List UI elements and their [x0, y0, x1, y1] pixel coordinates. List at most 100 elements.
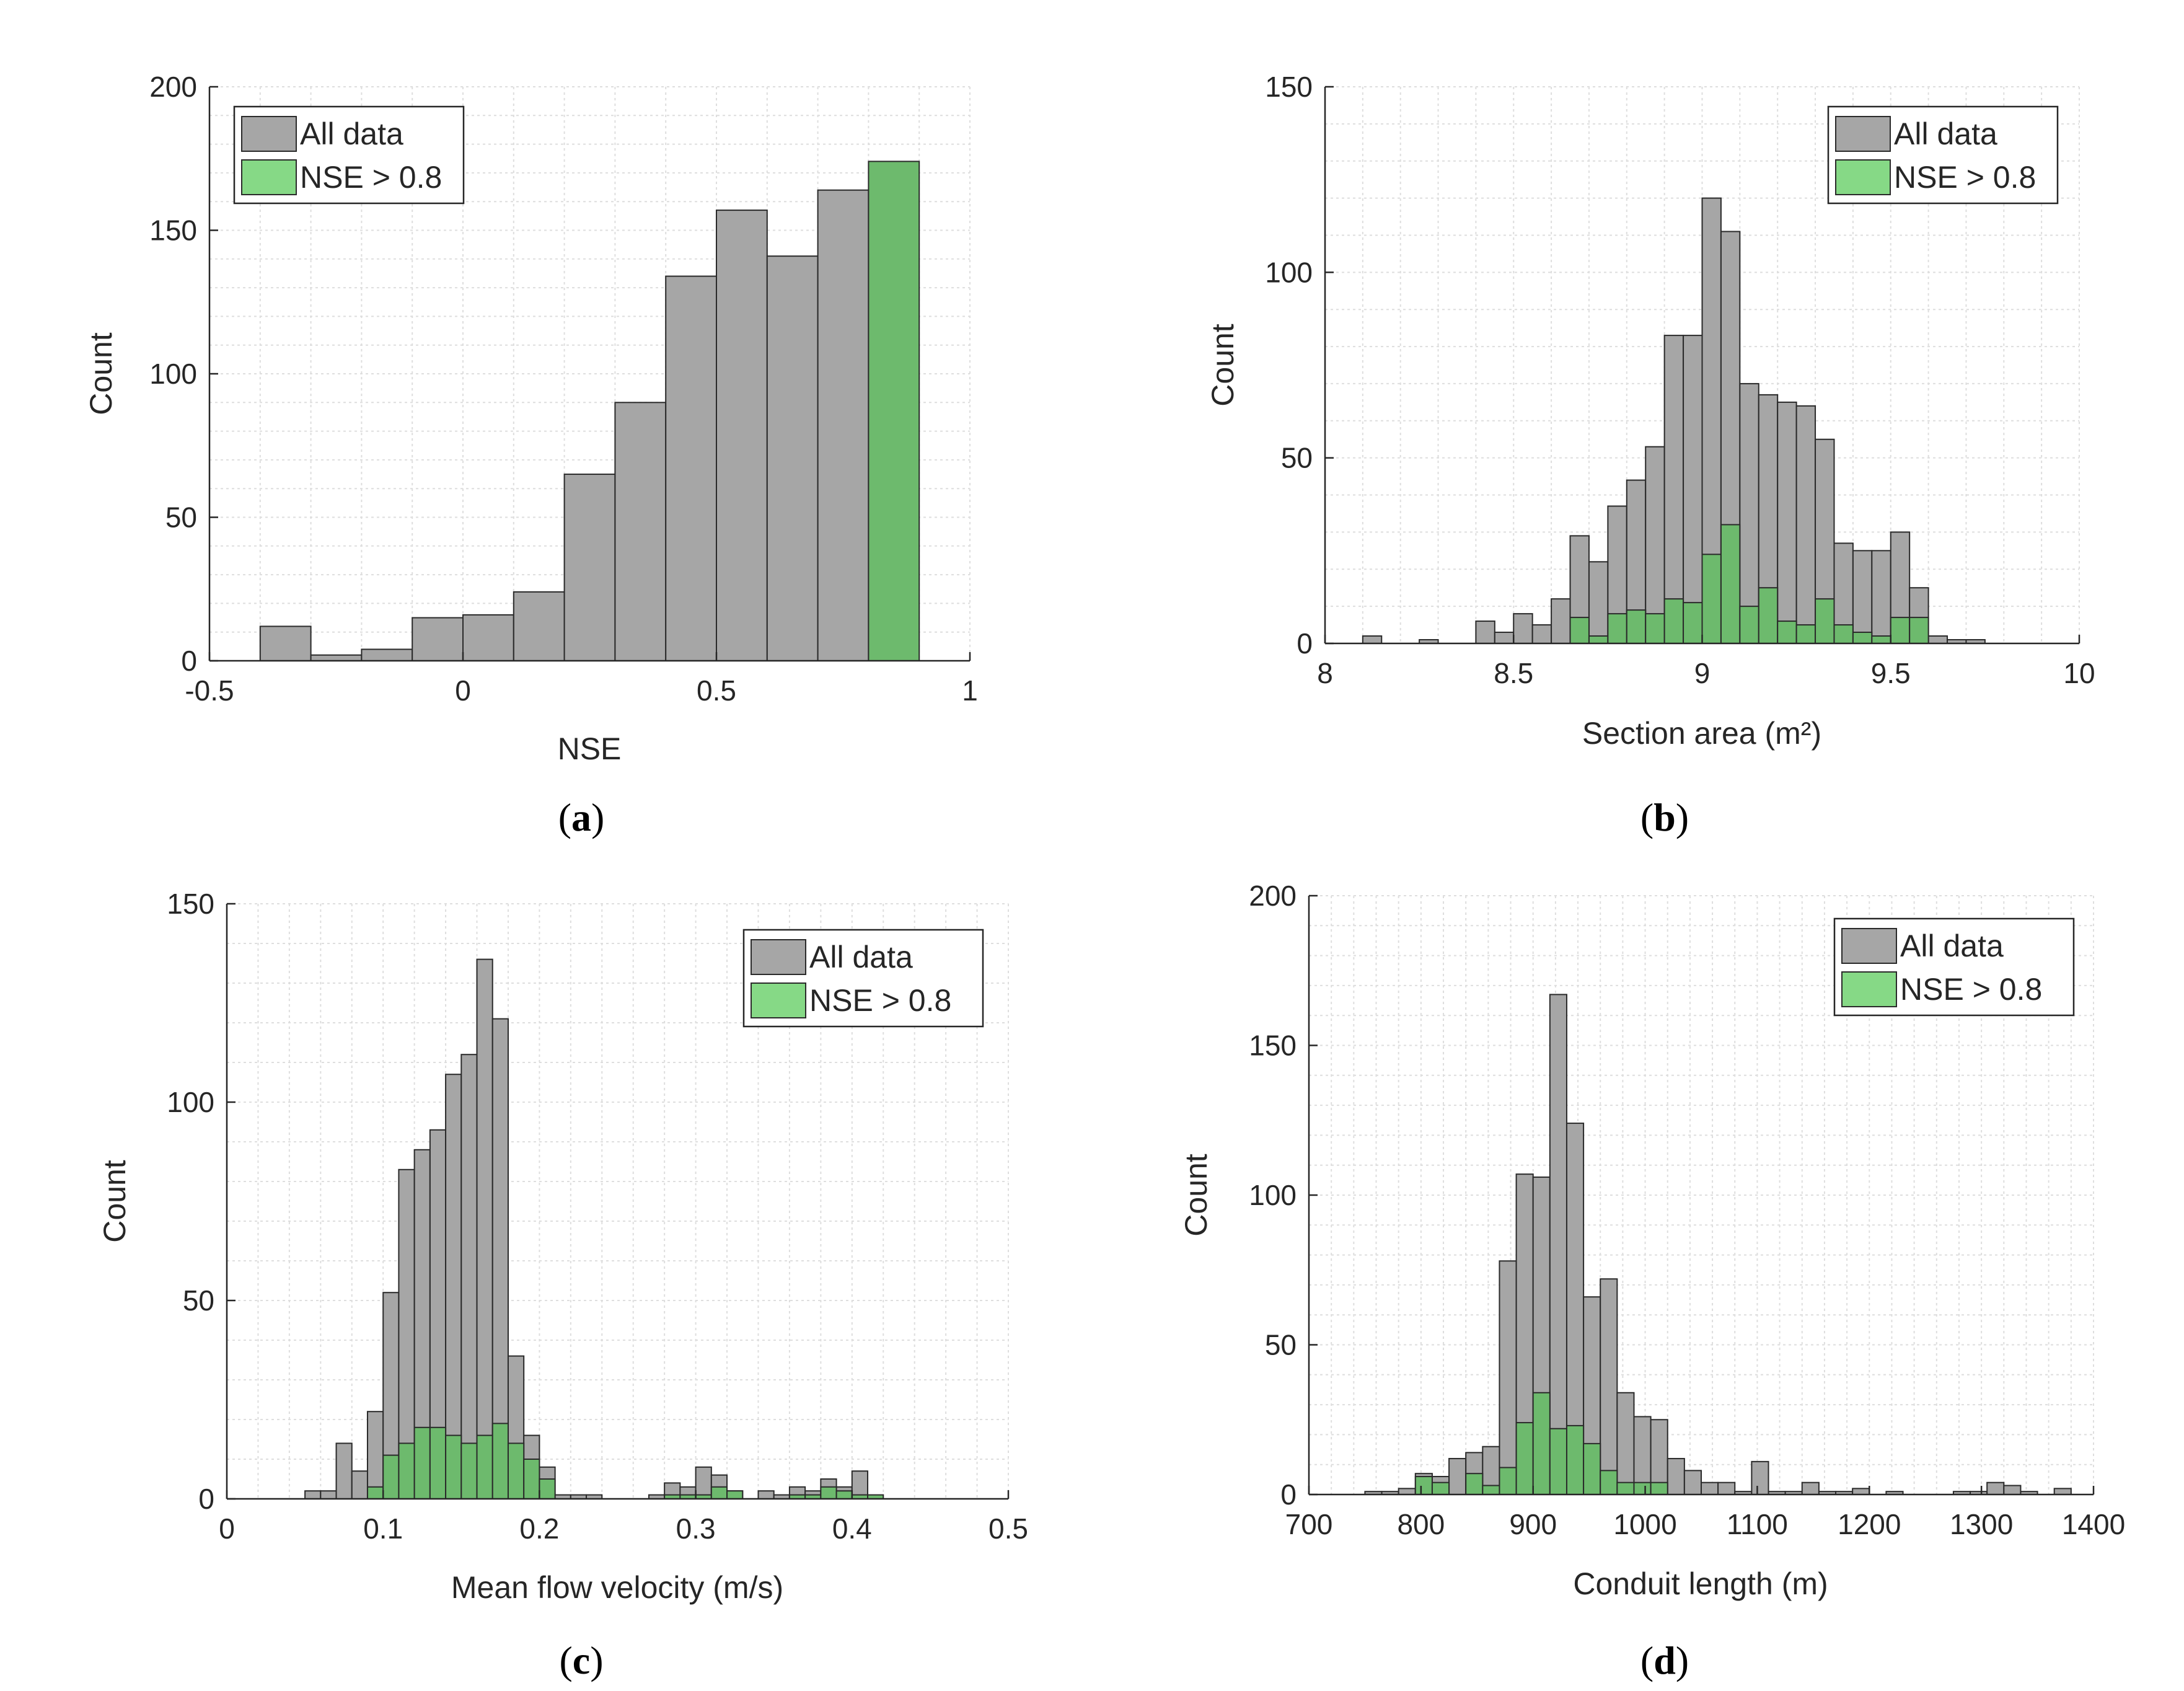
bar-all-data — [665, 275, 717, 661]
bar-all-data — [1513, 613, 1533, 645]
x-tick-label: 8 — [1317, 657, 1333, 689]
bar-all-data — [817, 189, 870, 661]
bar-nse-gt-0-8 — [1683, 602, 1703, 644]
legend-swatch-all-data — [1841, 928, 1897, 964]
bar-nse-gt-0-8 — [491, 1423, 509, 1499]
bar-nse-gt-0-8 — [1663, 598, 1684, 644]
x-tick-label: 0.2 — [519, 1512, 559, 1545]
bar-all-data — [563, 474, 616, 661]
bar-nse-gt-0-8 — [398, 1442, 415, 1499]
bar-all-data — [1777, 401, 1797, 644]
bar-nse-gt-0-8 — [1833, 624, 1854, 644]
bar-all-data — [1645, 446, 1665, 644]
x-axis-label: Mean flow velocity (m/s) — [451, 1570, 783, 1605]
bar-all-data — [462, 614, 514, 661]
bar-all-data — [1852, 1488, 1870, 1496]
axes: 0 0.1 0.2 0.3 0.4 0.5 0 50 100 150 — [167, 888, 1028, 1545]
bar-all-data — [695, 1466, 712, 1500]
bar-nse-gt-0-8 — [868, 161, 920, 661]
x-tick-label: 8.5 — [1494, 657, 1533, 689]
bar-nse-gt-0-8 — [523, 1459, 540, 1499]
bar-all-data — [2053, 1488, 2072, 1496]
panel-c: 0 0.1 0.2 0.3 0.4 0.5 0 50 100 150 Mean flow veloc… — [97, 888, 1028, 1682]
y-tick-label: 100 — [149, 358, 197, 390]
y-axis-label: Count — [84, 332, 118, 415]
x-tick-label: 9 — [1694, 657, 1711, 689]
bar-all-data — [491, 1018, 509, 1499]
bar-nse-gt-0-8 — [1871, 635, 1891, 644]
bar-nse-gt-0-8 — [1565, 1424, 1585, 1495]
legend-swatch-all-data — [241, 116, 297, 152]
bar-nse-gt-0-8 — [460, 1442, 478, 1499]
x-tick-label: 1400 — [2062, 1508, 2125, 1540]
caption-paren-close: ) — [1676, 1638, 1689, 1682]
bar-nse-gt-0-8 — [1626, 609, 1647, 644]
y-tick-label: 50 — [1265, 1329, 1297, 1361]
bar-nse-gt-0-8 — [1720, 524, 1741, 645]
bar-all-data — [1717, 1481, 1736, 1495]
y-tick-label: 200 — [149, 71, 197, 103]
bar-nse-gt-0-8 — [835, 1490, 853, 1499]
bar-all-data — [2003, 1485, 2022, 1496]
x-tick-label: 1 — [962, 674, 978, 707]
bar-nse-gt-0-8 — [710, 1486, 728, 1500]
legend-label: NSE > 0.8 — [300, 160, 442, 195]
y-axis-label: Count — [1179, 1154, 1213, 1237]
bar-nse-gt-0-8 — [1616, 1481, 1635, 1495]
bar-all-data — [1588, 561, 1609, 644]
bar-all-data — [1616, 1392, 1635, 1496]
y-tick-label: 50 — [1281, 442, 1313, 474]
bar-all-data — [1663, 335, 1684, 645]
bar-nse-gt-0-8 — [1499, 1467, 1517, 1496]
y-axis-label: Count — [1205, 324, 1240, 407]
caption-paren-close: ) — [1676, 795, 1689, 839]
y-tick-label: 150 — [1249, 1030, 1297, 1062]
bar-all-data — [1551, 598, 1571, 644]
y-tick-label: 0 — [1280, 1478, 1297, 1511]
legend-label: All data — [1894, 117, 1997, 151]
panel-caption: (a) — [558, 795, 605, 839]
bar-all-data — [304, 1490, 322, 1499]
bar-all-data — [1801, 1481, 1820, 1495]
legend-swatch-nse — [1835, 159, 1891, 195]
legend: All data NSE > 0.8 — [1827, 105, 2059, 205]
bar-nse-gt-0-8 — [1482, 1485, 1500, 1496]
caption-letter: b — [1653, 795, 1676, 839]
bar-all-data — [1683, 335, 1703, 645]
bar-all-data — [1667, 1458, 1685, 1496]
bar-nse-gt-0-8 — [1650, 1481, 1668, 1495]
bar-nse-gt-0-8 — [1795, 624, 1816, 644]
x-tick-label: 1200 — [1838, 1508, 1901, 1540]
bar-nse-gt-0-8 — [1431, 1481, 1450, 1495]
bar-nse-gt-0-8 — [382, 1454, 400, 1500]
caption-letter: a — [571, 795, 591, 839]
bar-all-data — [1751, 1460, 1769, 1496]
y-tick-label: 50 — [183, 1284, 214, 1317]
bar-nse-gt-0-8 — [413, 1426, 431, 1500]
legend-label: All data — [300, 117, 403, 151]
bar-nse-gt-0-8 — [1645, 613, 1665, 645]
bar-nse-gt-0-8 — [1515, 1422, 1534, 1496]
bar-nse-gt-0-8 — [1465, 1473, 1484, 1495]
x-tick-label: 0 — [219, 1512, 235, 1545]
bar-all-data — [1701, 1481, 1719, 1495]
bar-nse-gt-0-8 — [507, 1442, 525, 1499]
legend-swatch-all-data — [1835, 116, 1891, 152]
x-tick-label: 0 — [455, 674, 471, 707]
y-tick-label: 100 — [1249, 1179, 1297, 1211]
bar-all-data — [351, 1470, 368, 1499]
bar-nse-gt-0-8 — [429, 1426, 447, 1500]
caption-paren-open: ( — [559, 1638, 572, 1682]
caption-paren-open: ( — [1640, 1638, 1653, 1682]
legend-label: NSE > 0.8 — [809, 983, 951, 1018]
bar-nse-gt-0-8 — [1600, 1470, 1618, 1496]
x-tick-label: 1100 — [1727, 1508, 1788, 1540]
bar-nse-gt-0-8 — [1909, 617, 1929, 644]
bar-all-data — [335, 1442, 353, 1499]
bar-nse-gt-0-8 — [1549, 1428, 1567, 1495]
bar-all-data — [460, 1054, 478, 1499]
bar-nse-gt-0-8 — [1815, 598, 1835, 644]
